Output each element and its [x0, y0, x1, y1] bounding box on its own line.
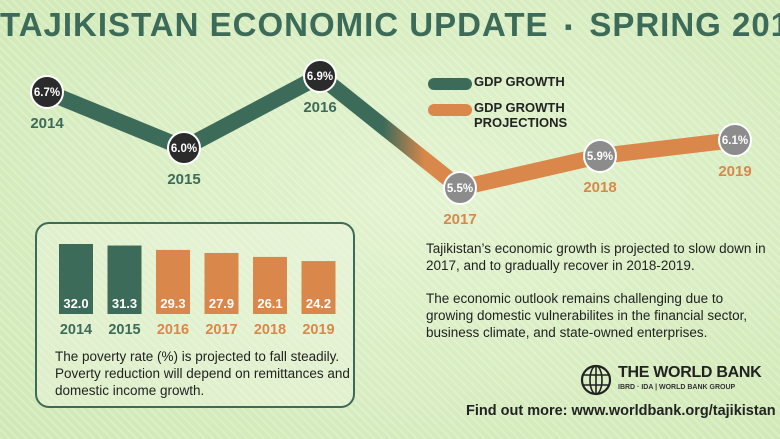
poverty-value-label: 26.1: [257, 296, 282, 311]
page-title: TAJIKISTAN ECONOMIC UPDATE ▪ SPRING 2017: [0, 6, 780, 44]
gdp-transition-segment: [312, 68, 468, 196]
poverty-year-label: 2018: [254, 322, 286, 338]
outlook-text: The economic outlook remains challenging…: [426, 291, 748, 340]
gdp-point-2015: [167, 131, 201, 165]
poverty-year-label: 2019: [302, 322, 334, 338]
title-main: TAJIKISTAN ECONOMIC UPDATE: [0, 6, 549, 43]
gdp-year-label: 2019: [718, 163, 751, 180]
gdp-point-2018: [583, 139, 617, 173]
gdp-point-2019: [718, 123, 752, 157]
gdp-projection-segment: [452, 148, 608, 196]
poverty-bar-chart: 32.0 2014 31.3 2015 29.3 2016 27.9 2017 26.1 2018…: [59, 244, 336, 338]
gdp-year-label: 2014: [30, 115, 64, 132]
gdp-point-2014: [30, 75, 64, 109]
poverty-panel: 32.0 2014 31.3 2015 29.3 2016 27.9 2017 26.1 2018…: [35, 222, 355, 408]
logo-name: THE WORLD BANK: [618, 364, 762, 381]
gdp-value-label: 6.9%: [307, 71, 333, 83]
poverty-value-label: 29.3: [160, 296, 185, 311]
gdp-growth-segment: [39, 84, 192, 156]
poverty-bar-2018: [253, 256, 287, 314]
poverty-bar-2015: [107, 245, 142, 314]
title-season: SPRING 2017: [589, 6, 780, 43]
world-bank-logo: THE WORLD BANK IBRD · IDA | WORLD BANK G…: [580, 362, 770, 402]
poverty-year-label: 2014: [60, 322, 92, 338]
poverty-bar-2014: [59, 244, 93, 314]
poverty-caption: The poverty rate (%) is projected to fal…: [55, 349, 350, 398]
gdp-value-label: 5.5%: [447, 183, 473, 195]
legend-label-gdp-projections: GDP GROWTH PROJECTIONS: [474, 100, 568, 130]
gdp-value-label: 6.0%: [171, 143, 197, 155]
logo-subtitle: IBRD · IDA | WORLD BANK GROUP: [618, 384, 736, 391]
gdp-point-2016: [303, 59, 337, 93]
legend-swatch-green: [428, 78, 472, 90]
poverty-bar-2017: [204, 252, 239, 314]
gdp-value-label: 5.9%: [587, 151, 613, 163]
gdp-growth-segment: [176, 68, 328, 156]
growth-summary-text: Tajikistan’s economic growth is projecte…: [426, 241, 766, 273]
gdp-point-2017: [443, 171, 477, 205]
gdp-year-label: 2017: [443, 211, 476, 228]
legend-swatch-orange: [428, 104, 472, 116]
poverty-value-label: 27.9: [209, 296, 234, 311]
find-out-more-link[interactable]: Find out more: www.worldbank.org/tajikis…: [466, 403, 776, 419]
globe-icon: [580, 364, 612, 396]
gdp-projection-segment: [592, 132, 743, 164]
gdp-value-label: 6.7%: [34, 87, 60, 99]
poverty-value-label: 24.2: [306, 296, 331, 311]
poverty-year-label: 2016: [157, 322, 189, 338]
poverty-year-label: 2015: [108, 322, 140, 338]
gdp-value-label: 6.1%: [722, 135, 748, 147]
legend-label-gdp-growth: GDP GROWTH: [474, 74, 565, 89]
poverty-bar-2019: [301, 261, 336, 314]
gdp-year-label: 2015: [167, 171, 200, 188]
poverty-bar-2016: [156, 249, 190, 314]
gdp-year-label: 2018: [583, 179, 616, 196]
poverty-value-label: 31.3: [112, 296, 137, 311]
poverty-value-label: 32.0: [63, 296, 88, 311]
gdp-year-label: 2016: [303, 99, 336, 116]
poverty-year-label: 2017: [205, 322, 237, 338]
title-separator: ▪: [564, 14, 574, 40]
